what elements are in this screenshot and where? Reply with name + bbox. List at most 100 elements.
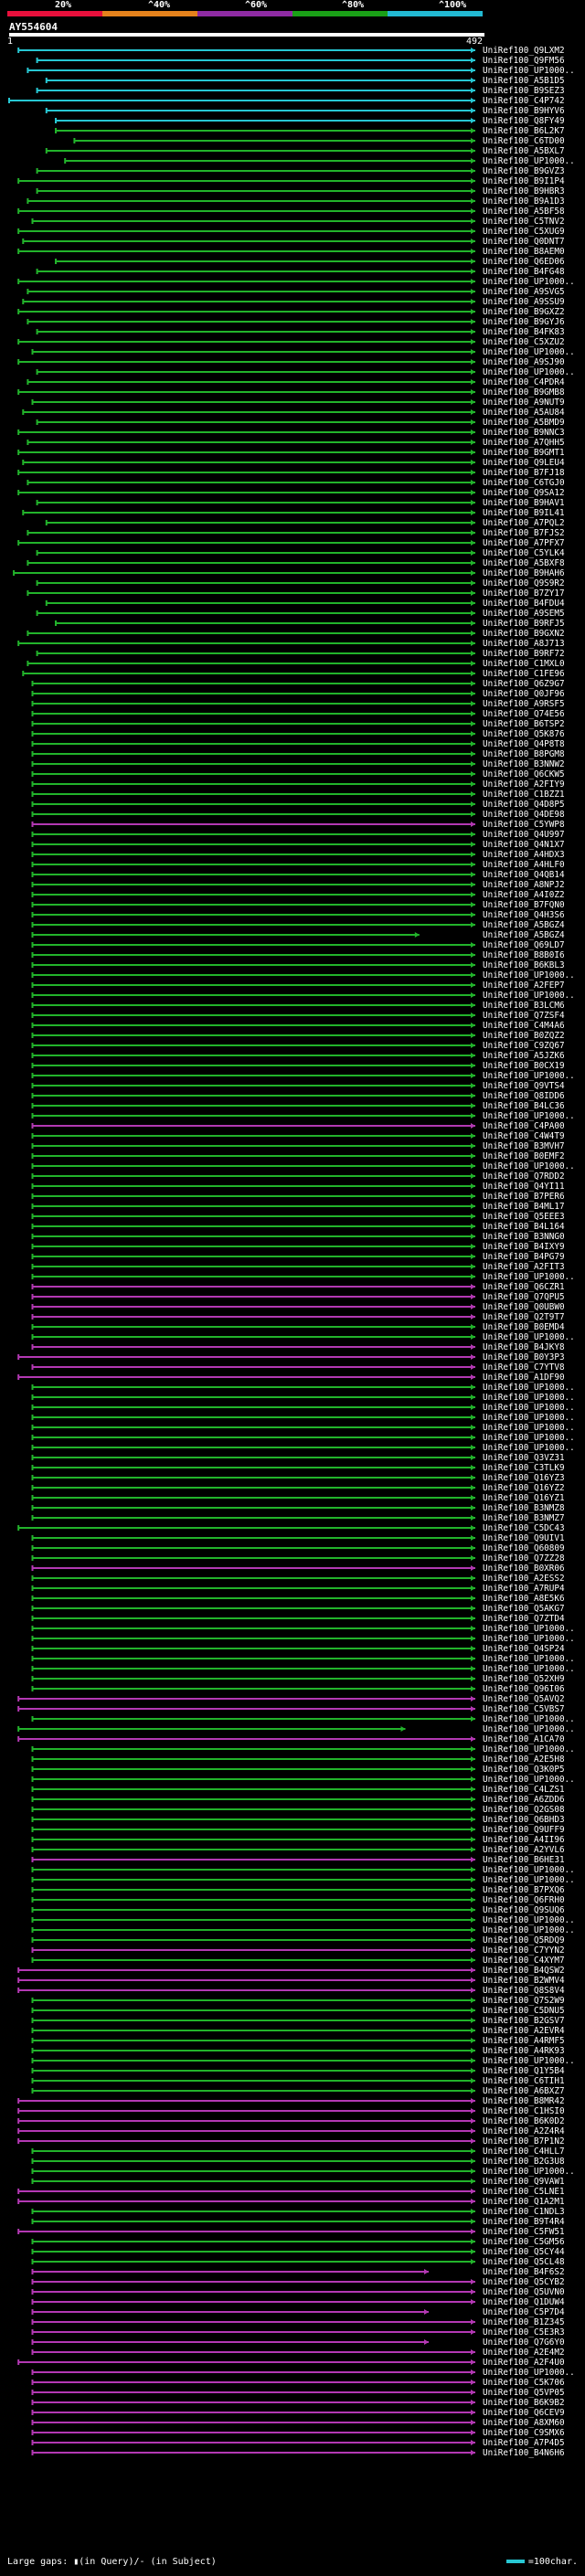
hit-label[interactable]: UniRef100_C4M4A6 [483,1021,565,1031]
hit-label[interactable]: UniRef100_Q7RDD2 [483,1171,565,1182]
hit-label[interactable]: UniRef100_Q5VP05 [483,2388,565,2398]
hit-label[interactable]: UniRef100_A1CA70 [483,1734,565,1744]
hit-label[interactable]: UniRef100_A9SSU9 [483,297,565,307]
hit-label[interactable]: UniRef100_UP1000.. [483,1443,575,1453]
hit-label[interactable]: UniRef100_B9HYV6 [483,106,565,116]
hit-label[interactable]: UniRef100_B0EMD4 [483,1322,565,1332]
hit-label[interactable]: UniRef100_B9A1D3 [483,196,565,207]
hit-label[interactable]: UniRef100_C6TIH1 [483,2076,565,2086]
hit-label[interactable]: UniRef100_B0ZQZ2 [483,1031,565,1041]
hit-label[interactable]: UniRef100_Q2T9T7 [483,1312,565,1322]
hit-label[interactable]: UniRef100_Q4QB14 [483,870,565,880]
hit-label[interactable]: UniRef100_UP1000.. [483,1071,575,1081]
hit-label[interactable]: UniRef100_Q96I06 [483,1684,565,1694]
hit-label[interactable]: UniRef100_C5K706 [483,2378,565,2388]
hit-label[interactable]: UniRef100_A5BXL7 [483,146,565,156]
hit-label[interactable]: UniRef100_UP1000.. [483,1383,575,1393]
hit-label[interactable]: UniRef100_B9RF72 [483,649,565,659]
hit-label[interactable]: UniRef100_C4PA00 [483,1121,565,1131]
hit-label[interactable]: UniRef100_B9HAH6 [483,568,565,578]
hit-label[interactable]: UniRef100_B4LC36 [483,1101,565,1111]
hit-label[interactable]: UniRef100_B0CX19 [483,1061,565,1071]
hit-label[interactable]: UniRef100_Q6CEV9 [483,2408,565,2418]
hit-label[interactable]: UniRef100_A6BXZ7 [483,2086,565,2096]
hit-label[interactable]: UniRef100_A8E5K6 [483,1594,565,1604]
hit-label[interactable]: UniRef100_A4HDX3 [483,850,565,860]
hit-label[interactable]: UniRef100_B4QSW2 [483,1966,565,1976]
hit-label[interactable]: UniRef100_UP1000.. [483,2167,575,2177]
hit-label[interactable]: UniRef100_C5YLK4 [483,548,565,558]
hit-label[interactable]: UniRef100_B4FDU4 [483,599,565,609]
hit-label[interactable]: UniRef100_UP1000.. [483,1664,575,1674]
hit-label[interactable]: UniRef100_Q9VAW1 [483,2177,565,2187]
hit-label[interactable]: UniRef100_Q7ZSF4 [483,1011,565,1021]
hit-label[interactable]: UniRef100_Q3K0P5 [483,1765,565,1775]
hit-label[interactable]: UniRef100_A2Z4R4 [483,2126,565,2136]
hit-label[interactable]: UniRef100_UP1000.. [483,1875,575,1885]
hit-label[interactable]: UniRef100_Q5CL48 [483,2257,565,2267]
hit-label[interactable]: UniRef100_A8J713 [483,639,565,649]
hit-label[interactable]: UniRef100_C9ZQ67 [483,1041,565,1051]
hit-label[interactable]: UniRef100_C1NDL3 [483,2207,565,2217]
hit-label[interactable]: UniRef100_B4L164 [483,1222,565,1232]
hit-label[interactable]: UniRef100_C5LNE1 [483,2187,565,2197]
hit-label[interactable]: UniRef100_B6K9B2 [483,2398,565,2408]
hit-label[interactable]: UniRef100_Q69LD7 [483,940,565,950]
hit-label[interactable]: UniRef100_B2WMV4 [483,1976,565,1986]
hit-label[interactable]: UniRef100_B8B0I6 [483,950,565,960]
hit-label[interactable]: UniRef100_A5BF58 [483,207,565,217]
hit-label[interactable]: UniRef100_Q6Z9G7 [483,679,565,689]
hit-label[interactable]: UniRef100_A7RUP4 [483,1584,565,1594]
hit-label[interactable]: UniRef100_B4ML17 [483,1202,565,1212]
hit-label[interactable]: UniRef100_Q5CYB2 [483,2277,565,2287]
hit-label[interactable]: UniRef100_UP1000.. [483,367,575,377]
hit-label[interactable]: UniRef100_C5DNU5 [483,2006,565,2016]
hit-label[interactable]: UniRef100_C3TLK9 [483,1463,565,1473]
hit-label[interactable]: UniRef100_A2FIY9 [483,779,565,790]
hit-label[interactable]: UniRef100_Q5EEE3 [483,1212,565,1222]
hit-label[interactable]: UniRef100_Q0UBW0 [483,1302,565,1312]
hit-label[interactable]: UniRef100_B8AEM0 [483,247,565,257]
hit-label[interactable]: UniRef100_C5E3R3 [483,2327,565,2337]
hit-label[interactable]: UniRef100_Q4U997 [483,830,565,840]
hit-label[interactable]: UniRef100_A5JZK6 [483,1051,565,1061]
hit-label[interactable]: UniRef100_B9IL41 [483,508,565,518]
hit-label[interactable]: UniRef100_A5BGZ4 [483,930,565,940]
hit-label[interactable]: UniRef100_Q8S8V4 [483,1986,565,1996]
hit-label[interactable]: UniRef100_Q7G6Y0 [483,2337,565,2348]
hit-label[interactable]: UniRef100_C1FE96 [483,669,565,679]
hit-label[interactable]: UniRef100_A9SEM5 [483,609,565,619]
hit-label[interactable]: UniRef100_B9SEZ3 [483,86,565,96]
hit-label[interactable]: UniRef100_C6TGJ0 [483,478,565,488]
hit-label[interactable]: UniRef100_A9NUT9 [483,398,565,408]
hit-label[interactable]: UniRef100_UP1000.. [483,1161,575,1171]
hit-label[interactable]: UniRef100_B8MR42 [483,2096,565,2106]
hit-label[interactable]: UniRef100_B3MVH7 [483,1141,565,1151]
hit-label[interactable]: UniRef100_C5DC43 [483,1523,565,1533]
hit-label[interactable]: UniRef100_Q2GS08 [483,1805,565,1815]
hit-label[interactable]: UniRef100_Q5UVN0 [483,2287,565,2297]
hit-label[interactable]: UniRef100_Q5CY44 [483,2247,565,2257]
hit-label[interactable]: UniRef100_Q9UIV1 [483,1533,565,1543]
hit-label[interactable]: UniRef100_B6HE31 [483,1855,565,1865]
hit-label[interactable]: UniRef100_Q4H3S6 [483,910,565,920]
hit-label[interactable]: UniRef100_UP1000.. [483,1714,575,1724]
hit-label[interactable]: UniRef100_B9I1P4 [483,176,565,186]
hit-label[interactable]: UniRef100_B9GXN2 [483,629,565,639]
hit-label[interactable]: UniRef100_B7PXQ6 [483,1885,565,1895]
hit-label[interactable]: UniRef100_A8NPJ2 [483,880,565,890]
hit-label[interactable]: UniRef100_Q8FY49 [483,116,565,126]
hit-label[interactable]: UniRef100_A9SJ90 [483,357,565,367]
hit-label[interactable]: UniRef100_B4N6H6 [483,2448,565,2458]
hit-label[interactable]: UniRef100_B9HBR3 [483,186,565,196]
hit-label[interactable]: UniRef100_Q74E56 [483,709,565,719]
hit-label[interactable]: UniRef100_Q1A2M1 [483,2197,565,2207]
hit-label[interactable]: UniRef100_UP1000.. [483,347,575,357]
hit-label[interactable]: UniRef100_C5YWP8 [483,820,565,830]
hit-label[interactable]: UniRef100_Q16YZ2 [483,1483,565,1493]
hit-label[interactable]: UniRef100_A7QHH5 [483,438,565,448]
hit-label[interactable]: UniRef100_UP1000.. [483,1423,575,1433]
hit-label[interactable]: UniRef100_UP1000.. [483,2056,575,2066]
hit-label[interactable]: UniRef100_C4P742 [483,96,565,106]
hit-label[interactable]: UniRef100_Q7ZTD4 [483,1614,565,1624]
